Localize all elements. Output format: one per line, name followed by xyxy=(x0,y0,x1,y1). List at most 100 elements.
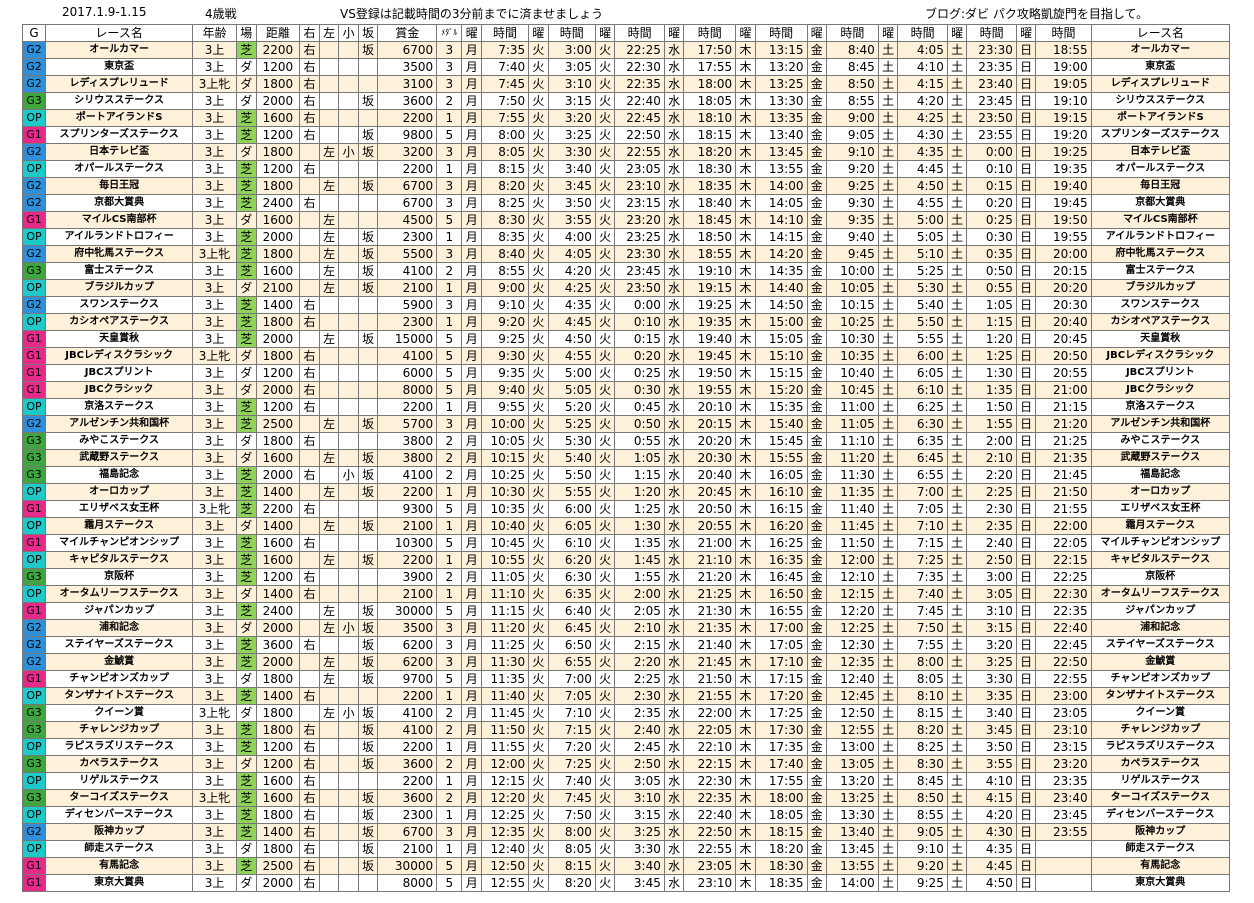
time-cell: 0:20 xyxy=(966,194,1017,212)
time-cell: 2:00 xyxy=(966,432,1017,450)
prize-cell: 9800 xyxy=(377,126,438,144)
day-cell: 土 xyxy=(946,738,968,756)
time-cell: 11:50 xyxy=(480,721,530,739)
day-cell: 土 xyxy=(946,823,968,841)
time-cell: 20:40 xyxy=(683,466,737,484)
table-row: G2 オールカマー 3上芝 2200 右坂 6700 3 月 7:35 火 3:00 火 22:25 水 1… xyxy=(22,41,1231,59)
day-cell: 火 xyxy=(594,143,616,161)
day-cell: 土 xyxy=(946,398,968,416)
time-cell: 2:25 xyxy=(614,670,665,688)
grade-badge: OP xyxy=(22,806,46,824)
right-cell: 右 xyxy=(299,721,320,739)
time-cell: 18:50 xyxy=(683,228,737,246)
time-cell: 8:50 xyxy=(826,75,879,93)
day-cell: 金 xyxy=(806,466,828,484)
time-cell: 21:30 xyxy=(683,602,737,620)
time-cell: 1:35 xyxy=(966,381,1017,399)
day-cell: 水 xyxy=(663,840,685,858)
time-cell: 4:55 xyxy=(547,347,596,365)
left-cell: 左 xyxy=(318,602,340,620)
age-cell: 3上 xyxy=(192,602,237,620)
race-name: 日本テレビ盃 xyxy=(44,143,194,161)
medal-cell: 3 xyxy=(436,143,463,161)
race-name-right: カペラステークス xyxy=(1090,755,1231,773)
medal-cell: 5 xyxy=(436,381,463,399)
table-row: G2 日本テレビ盃 3上ダ 1800 左小坂 3200 3 月 8:05 火 3:30 火 22:55 水… xyxy=(22,143,1231,161)
day-cell: 火 xyxy=(528,466,549,484)
time-cell: 3:30 xyxy=(614,840,665,858)
time-cell: 13:45 xyxy=(754,143,808,161)
grade-badge: G1 xyxy=(22,330,46,348)
day-cell: 水 xyxy=(663,109,685,127)
day-cell: 火 xyxy=(528,789,549,807)
surface-cell: 芝 xyxy=(235,823,257,841)
surface-cell: ダ xyxy=(235,585,257,603)
day-cell: 火 xyxy=(594,602,616,620)
time-cell: 9:25 xyxy=(480,330,530,348)
day-cell: 火 xyxy=(594,670,616,688)
day-cell: 日 xyxy=(1015,568,1037,586)
time-cell: 3:40 xyxy=(614,857,665,875)
time-cell: 11:05 xyxy=(480,568,530,586)
distance-cell: 2000 xyxy=(255,381,301,399)
day-cell: 火 xyxy=(528,636,549,654)
time-cell: 17:10 xyxy=(754,653,808,671)
grade-badge: G1 xyxy=(22,534,46,552)
day-cell: 土 xyxy=(877,279,899,297)
time-cell: 16:50 xyxy=(754,585,808,603)
age-cell: 3上牝 xyxy=(192,500,237,518)
medal-cell: 2 xyxy=(436,568,463,586)
day-cell: 火 xyxy=(594,75,616,93)
left-cell xyxy=(318,500,340,518)
surface-cell: 芝 xyxy=(235,602,257,620)
time-cell: 2:30 xyxy=(614,687,665,705)
day-cell: 土 xyxy=(877,177,899,195)
race-name-right: チャレンジカップ xyxy=(1090,721,1231,739)
small-track-cell: 小 xyxy=(338,704,359,722)
slope-cell xyxy=(357,75,379,93)
prize-cell: 10300 xyxy=(377,534,438,552)
day-cell: 金 xyxy=(806,687,828,705)
column-header: 曜 xyxy=(461,24,482,42)
day-cell: 金 xyxy=(806,670,828,688)
small-track-cell xyxy=(338,262,359,280)
time-cell: 22:15 xyxy=(683,755,737,773)
time-cell: 19:10 xyxy=(1035,92,1092,110)
right-cell: 右 xyxy=(299,313,320,331)
table-row: OP キャピタルステークス 3上芝 1600 左坂 2200 1 月 10:55 火 6:20 火 1:… xyxy=(22,551,1231,569)
day-cell: 土 xyxy=(946,41,968,59)
medal-cell: 5 xyxy=(436,126,463,144)
day-cell: 金 xyxy=(806,211,828,229)
surface-cell: 芝 xyxy=(235,109,257,127)
time-cell: 7:25 xyxy=(547,755,596,773)
right-cell xyxy=(299,653,320,671)
race-name-right: エリザベス女王杯 xyxy=(1090,500,1231,518)
column-header: レース名 xyxy=(1090,24,1231,42)
time-cell: 3:35 xyxy=(966,687,1017,705)
time-cell: 20:45 xyxy=(1035,330,1092,348)
time-cell: 9:10 xyxy=(480,296,530,314)
time-cell: 7:45 xyxy=(897,602,948,620)
race-name-right: 金鯱賞 xyxy=(1090,653,1231,671)
day-cell: 日 xyxy=(1015,517,1037,535)
time-cell: 16:20 xyxy=(754,517,808,535)
time-cell: 12:20 xyxy=(480,789,530,807)
day-cell: 火 xyxy=(528,704,549,722)
day-cell: 木 xyxy=(735,568,756,586)
small-track-cell xyxy=(338,772,359,790)
day-cell: 土 xyxy=(946,670,968,688)
time-cell: 16:05 xyxy=(754,466,808,484)
day-cell: 水 xyxy=(663,483,685,501)
slope-cell xyxy=(357,398,379,416)
prize-cell: 30000 xyxy=(377,602,438,620)
medal-cell: 2 xyxy=(436,432,463,450)
day-cell: 水 xyxy=(663,585,685,603)
race-name-right: オールカマー xyxy=(1090,41,1231,59)
time-cell: 17:05 xyxy=(754,636,808,654)
day-cell: 木 xyxy=(735,58,756,76)
column-header: 曜 xyxy=(594,24,616,42)
small-track-cell xyxy=(338,296,359,314)
left-cell xyxy=(318,41,340,59)
time-cell: 1:25 xyxy=(614,500,665,518)
day-cell: 水 xyxy=(663,58,685,76)
